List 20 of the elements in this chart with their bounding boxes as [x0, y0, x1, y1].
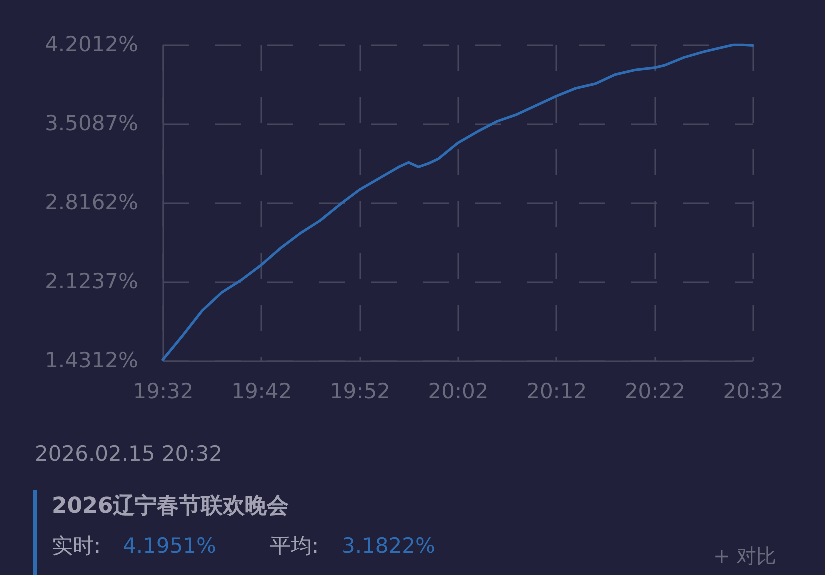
line-series [162, 44, 754, 362]
text: 平均: [270, 534, 320, 558]
x-tick-label: 19:32 [133, 380, 194, 404]
text: 4.1951% [123, 534, 216, 558]
y-tick-label: 2.8162% [45, 190, 138, 214]
text: 实时: [52, 534, 102, 558]
y-tick-label: 4.2012% [45, 32, 138, 56]
x-tick-label: 20:22 [624, 380, 686, 404]
text: 2026辽宁春节联欢晚会 [52, 493, 290, 519]
y-tick-label: 3.5087% [45, 112, 138, 136]
x-tick-label: 19:52 [330, 380, 390, 404]
y-tick-label: 1.4312% [45, 348, 138, 372]
text: 2026.02.15 20:32 [35, 442, 222, 466]
x-tick-label: 20:02 [428, 380, 489, 404]
x-tick-label: 20:12 [526, 380, 588, 404]
y-tick-label: 2.1237% [45, 270, 138, 294]
text: + 对比 [713, 544, 777, 568]
x-tick-label: 20:32 [723, 380, 784, 404]
x-tick-label: 19:42 [232, 380, 292, 404]
text: 3.1822% [342, 534, 436, 558]
